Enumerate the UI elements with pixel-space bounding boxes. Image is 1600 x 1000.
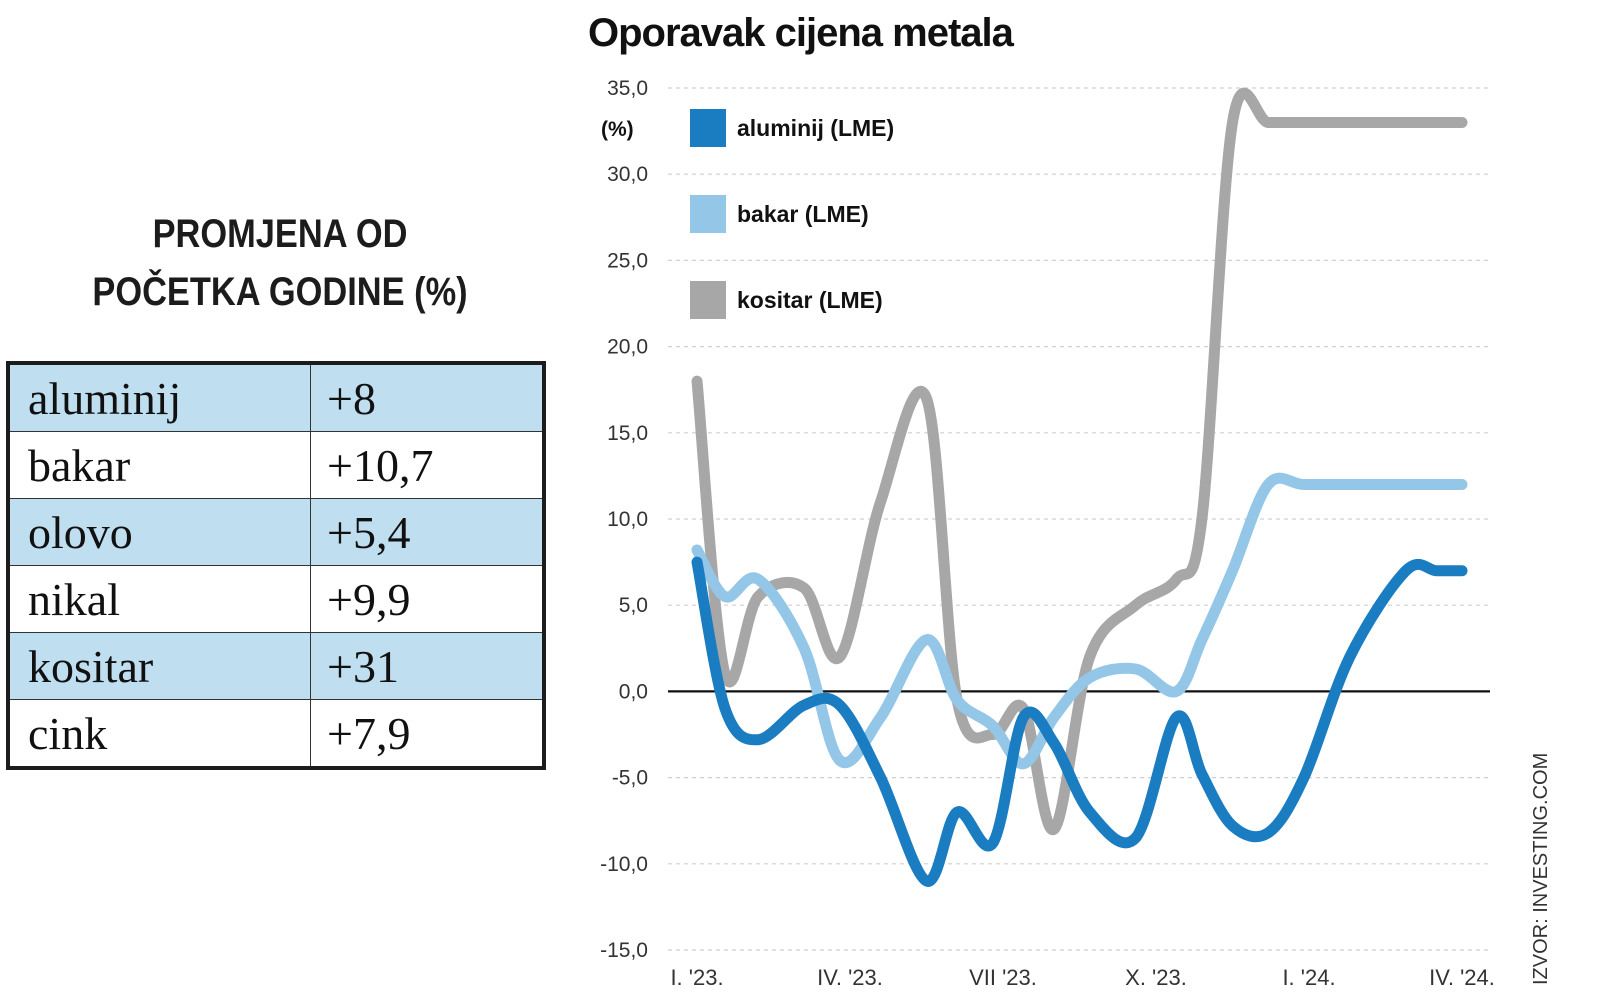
metal-name: olovo	[7, 498, 311, 566]
x-tick-label: X. '23.	[1125, 965, 1187, 990]
source-note: IZVOR: INVESTING.COM	[1530, 753, 1552, 985]
metal-change-value: +10,7	[310, 431, 545, 499]
series-line-bakar	[691, 472, 1468, 770]
legend-swatch-kositar	[690, 281, 726, 319]
table-row: nikal +9,9	[7, 565, 545, 633]
metal-change-value: +8	[310, 362, 545, 432]
chart-legend: aluminij (LME) bakar (LME) kositar (LME)	[690, 109, 894, 319]
y-tick-label: 30,0	[607, 163, 648, 186]
legend-swatch-bakar	[690, 195, 726, 233]
metal-change-value: +31	[310, 632, 545, 700]
change-table: aluminij +8 bakar +10,7 olovo +5,4 nikal…	[6, 361, 546, 770]
legend-label-kositar: kositar (LME)	[737, 287, 883, 313]
metal-name: cink	[7, 699, 311, 769]
chart-title: Oporavak cijena metala	[588, 11, 1015, 55]
legend-swatch-aluminij	[690, 109, 726, 147]
y-tick-label: -5,0	[612, 767, 648, 790]
legend-label-bakar: bakar (LME)	[737, 201, 869, 227]
y-tick-label: 35,0	[607, 77, 648, 100]
metal-change-value: +9,9	[310, 565, 545, 633]
metal-name: kositar	[7, 632, 311, 700]
chart-series	[691, 87, 1468, 887]
table-row: olovo +5,4	[7, 498, 545, 566]
series-line-kositar	[691, 87, 1468, 835]
x-tick-label: I. '23.	[670, 965, 723, 990]
x-tick-label: I. '24.	[1282, 965, 1335, 990]
y-tick-label: 15,0	[607, 422, 648, 445]
change-table-panel: PROMJENA OD POČETKA GODINE (%) aluminij …	[0, 0, 560, 1000]
y-tick-label: 10,0	[607, 508, 648, 531]
x-tick-label: VII '23.	[969, 965, 1037, 990]
table-title-line-2: POČETKA GODINE (%)	[92, 270, 468, 314]
y-tick-label: 20,0	[607, 336, 648, 359]
table-row: kositar +31	[7, 632, 545, 700]
table-title: PROMJENA OD POČETKA GODINE (%)	[40, 205, 520, 321]
table-row: cink +7,9	[7, 699, 545, 769]
y-axis-ticks: 35,0 30,0 25,0 20,0 15,0 10,0 5,0 0,0 -5,0 -10,0 -…	[600, 77, 648, 962]
legend-label-aluminij: aluminij (LME)	[737, 115, 894, 141]
metal-change-value: +5,4	[310, 498, 545, 566]
y-tick-label: 5,0	[619, 594, 648, 617]
table-title-line-1: PROMJENA OD	[152, 212, 408, 256]
y-axis-unit-label: (%)	[601, 118, 634, 141]
y-tick-label: 25,0	[607, 249, 648, 272]
y-tick-label: -10,0	[600, 853, 648, 876]
metal-change-value: +7,9	[310, 699, 545, 769]
series-line-aluminij	[691, 556, 1468, 887]
x-axis-ticks: I. '23. IV. '23. VII '23. X. '23. I. '24. IV.…	[670, 965, 1494, 990]
x-tick-label: IV. '24.	[1429, 965, 1495, 990]
y-tick-label: 0,0	[619, 680, 648, 703]
y-tick-label: -15,0	[600, 939, 648, 962]
x-tick-label: IV. '23.	[817, 965, 883, 990]
